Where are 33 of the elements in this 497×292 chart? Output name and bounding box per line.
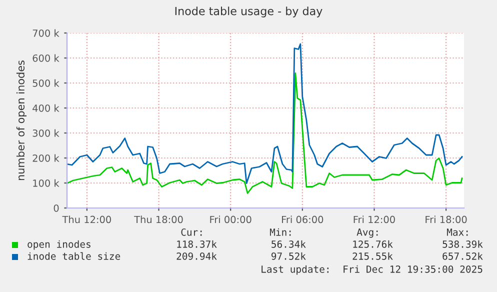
- text: Cur:: [181, 228, 202, 236]
- text: 657.52k: [442, 252, 483, 260]
- text: Last update: Fri Dec 12 19:35:00 2025: [262, 265, 482, 275]
- text: 209.94k: [176, 252, 217, 260]
- text: 118.37k: [177, 240, 217, 248]
- line-series: [67, 43, 463, 184]
- y-tick-label: 300 k: [32, 129, 60, 137]
- y-tick-label: 400 k: [32, 104, 60, 112]
- line-series: [67, 72, 463, 194]
- x-tick-label: Thu 12:00: [62, 216, 111, 224]
- text: 538.39k: [442, 240, 483, 248]
- y-tick-label: 500 k: [32, 79, 60, 87]
- y-tick-label: 100 k: [33, 179, 60, 187]
- text: Min:: [270, 228, 291, 236]
- y-axis-title: number of open inodes: [16, 60, 27, 180]
- x-tick-label: Fri 18:00: [426, 216, 467, 224]
- chart-title: Inode table usage - by day: [175, 6, 322, 18]
- y-tick-label: 700 k: [32, 29, 60, 37]
- text: 125.76k: [353, 240, 393, 248]
- y-tick-label: 200 k: [32, 154, 60, 162]
- text: 56.34k: [272, 240, 306, 248]
- text: 97.52k: [271, 252, 306, 260]
- x-tick-label: Fri 12:00: [354, 216, 395, 224]
- text: Avg:: [356, 228, 378, 238]
- x-tick-label: Fri 00:00: [210, 216, 252, 224]
- x-tick-label: Thu 18:00: [134, 216, 183, 224]
- legend-label: inode table size: [28, 252, 120, 260]
- x-tick-label: Fri 06:00: [282, 216, 324, 224]
- text: 215.55k: [352, 252, 393, 260]
- text: Max:: [446, 228, 468, 236]
- y-tick-label: 600 k: [32, 54, 60, 62]
- legend-label: open inodes: [28, 240, 90, 250]
- y-tick-label: 0: [54, 204, 59, 212]
